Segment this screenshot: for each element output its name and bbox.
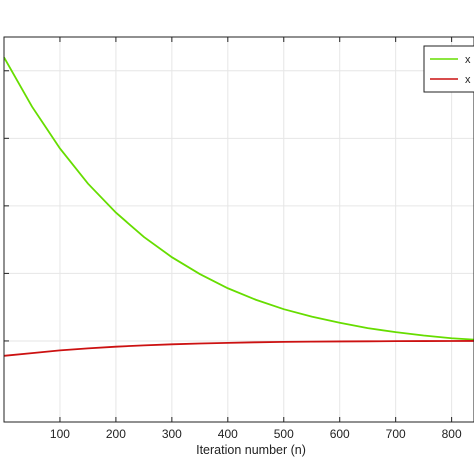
x-tick-label: 500 [274, 427, 294, 441]
plot-frame [3, 36, 474, 423]
legend-label-2: x [465, 74, 471, 86]
x-tick-label: 100 [50, 427, 70, 441]
x-axis-title: Iteration number (n) [196, 443, 306, 457]
x-tick-label: 600 [330, 427, 350, 441]
series-line-1 [3, 56, 474, 341]
x-tick-label: 700 [386, 427, 406, 441]
x-tick-label: 800 [442, 427, 462, 441]
grid-lines [4, 37, 474, 422]
series-layer [3, 56, 474, 357]
legend: x x [423, 45, 474, 93]
x-tick-label: 400 [218, 427, 238, 441]
x-tick-label: 200 [106, 427, 126, 441]
legend-label-1: x [465, 54, 471, 66]
axis-ticks: 100 200 300 400 500 600 700 800 [4, 37, 462, 441]
legend-box [423, 45, 474, 93]
x-tick-label: 300 [162, 427, 182, 441]
series-line-2 [3, 340, 474, 357]
